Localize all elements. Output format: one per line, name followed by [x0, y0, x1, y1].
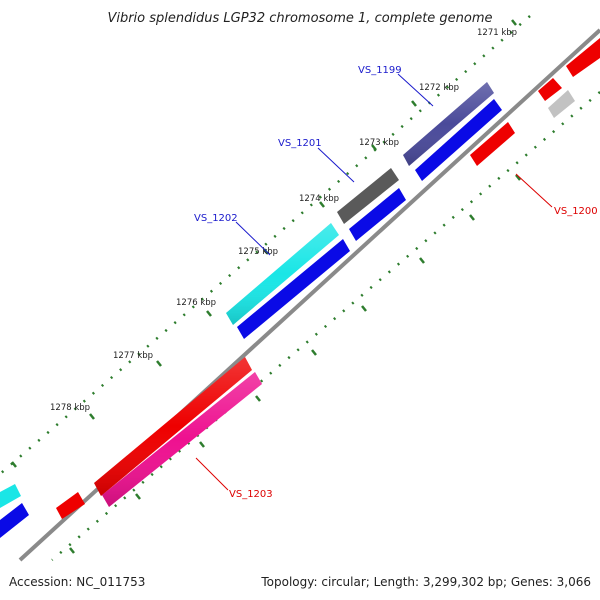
gene-arrow-blue-left[interactable] [0, 503, 29, 538]
gene-arrow-red-top-right[interactable] [538, 78, 562, 101]
genome-summary-text: Topology: circular; Length: 3,299,302 bp… [260, 575, 591, 589]
inner-tick-marks [69, 174, 521, 554]
tick-label-1274: 1274 kbp [299, 194, 339, 204]
tick-label-1272: 1272 kbp [419, 83, 459, 93]
tick-labels: 1271 kbp 1272 kbp 1273 kbp 1274 kbp 1275… [50, 28, 517, 413]
accession-text: Accession: NC_011753 [9, 575, 145, 589]
gene-label-vs-1201: VS_1201 [278, 138, 322, 149]
gene-arrow-blue-3[interactable] [237, 239, 350, 339]
tick-label-1276: 1276 kbp [176, 298, 216, 308]
inner-guide-line [51, 91, 600, 561]
tick-label-1275: 1275 kbp [238, 247, 278, 257]
tick-label-1278: 1278 kbp [50, 403, 90, 413]
gene-label-vs-1199: VS_1199 [358, 65, 402, 76]
gene-shading [94, 82, 494, 507]
gene-arrow-blue-1[interactable] [415, 99, 502, 181]
tick-label-1271: 1271 kbp [477, 28, 517, 38]
gene-arrow-red-top-edge[interactable] [566, 38, 600, 77]
gene-label-vs-1203: VS_1203 [229, 489, 273, 500]
gene-arrow-red-small[interactable] [56, 492, 85, 519]
tick-label-1277: 1277 kbp [113, 351, 153, 361]
gene-arrow-light-gray[interactable] [548, 90, 575, 118]
map-title: Vibrio splendidus LGP32 chromosome 1, co… [107, 11, 492, 26]
gene-label-vs-1202: VS_1202 [194, 213, 238, 224]
gene-arrow-cyan-left[interactable] [0, 484, 21, 508]
label-leaders [195, 73, 553, 491]
gene-label-vs-1200: VS_1200 [554, 206, 598, 217]
gene-arrow-vs-1201[interactable] [337, 168, 399, 224]
tick-label-1273: 1273 kbp [359, 138, 399, 148]
gene-arrow-blue-2[interactable] [349, 188, 406, 241]
gene-arrow-vs-1200[interactable] [470, 122, 515, 166]
